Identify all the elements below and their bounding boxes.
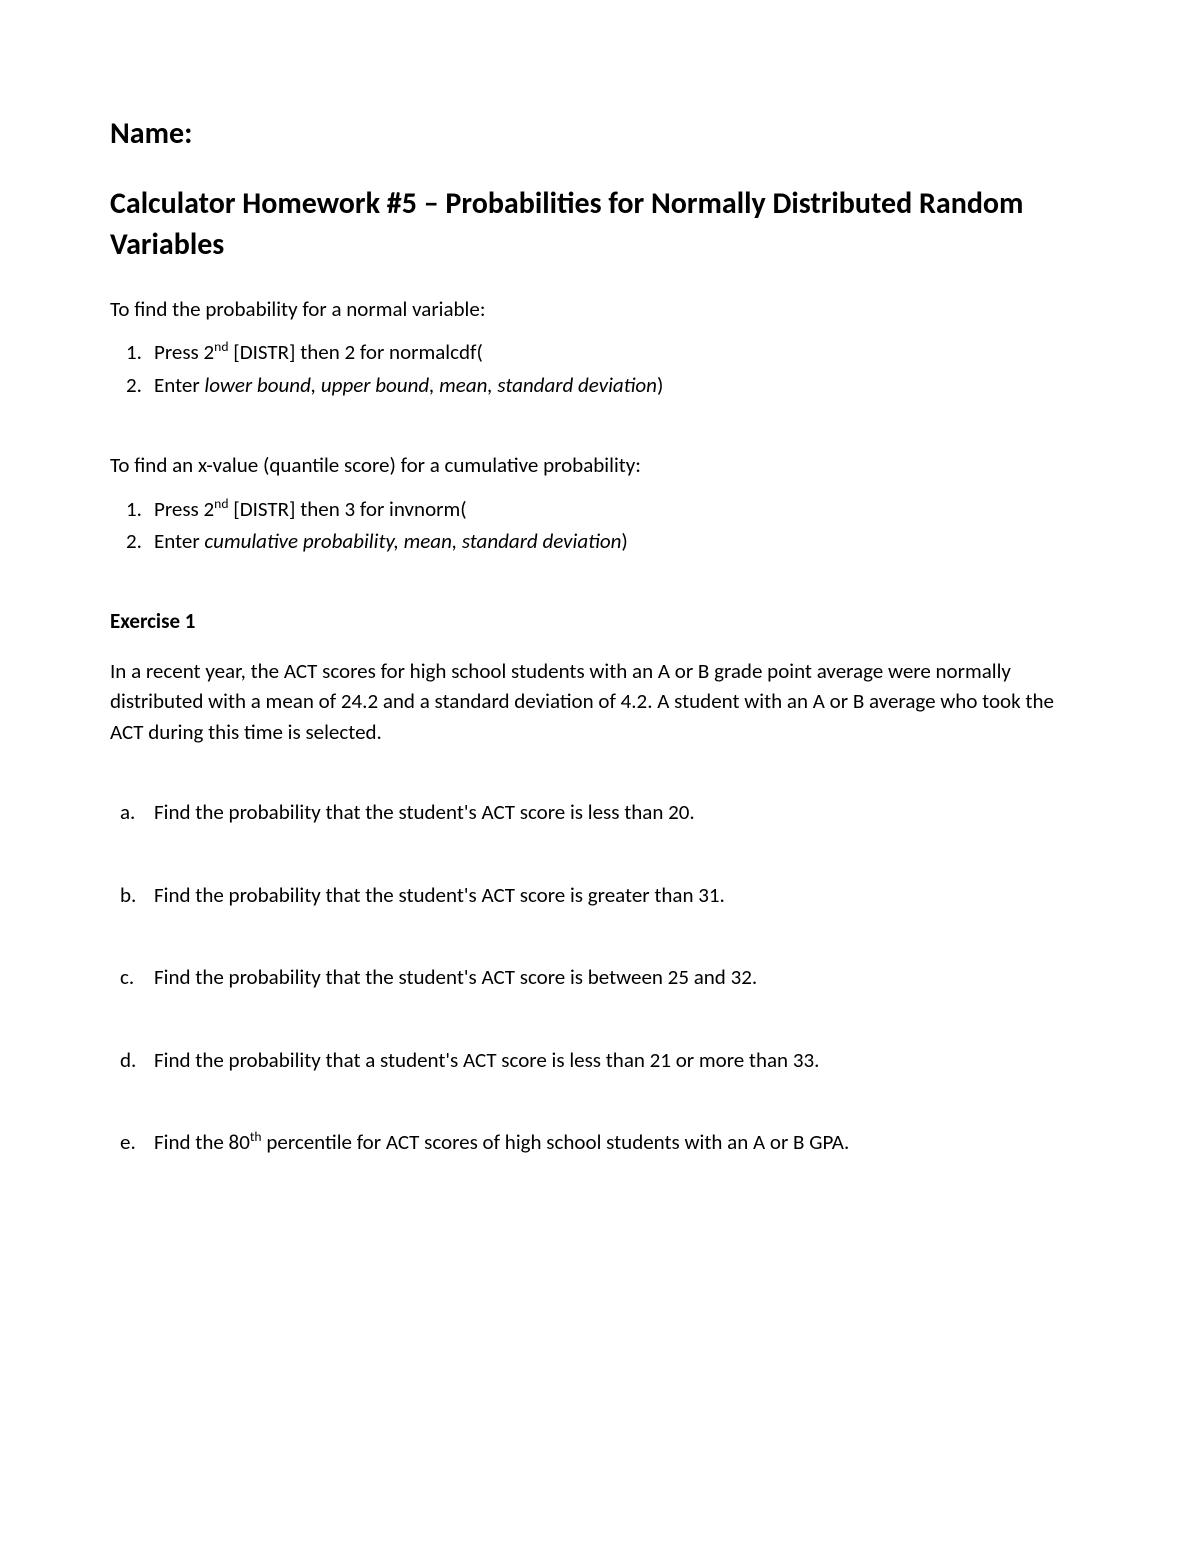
step-params: cumulative probability, mean, standard d… xyxy=(204,528,621,554)
list-number: 2. xyxy=(126,525,142,558)
step-text: [DISTR] then 2 for normalcdf( xyxy=(229,339,483,365)
step-text: ) xyxy=(621,528,627,554)
question-d: d. Find the probability that a student's… xyxy=(154,1045,1090,1075)
question-text: percentile for ACT scores of high school… xyxy=(262,1129,850,1155)
question-text: Find the probability that the student's … xyxy=(154,882,725,908)
name-label: Name: xyxy=(110,115,1090,152)
section1-intro: To find the probability for a normal var… xyxy=(110,295,1090,324)
list-letter: a. xyxy=(120,797,135,827)
page-title: Calculator Homework #5 – Probabilities f… xyxy=(110,184,1090,265)
step-text: [DISTR] then 3 for invnorm( xyxy=(229,496,467,522)
list-number: 1. xyxy=(126,493,142,526)
list-item: 1. Press 2nd [DISTR] then 3 for invnorm( xyxy=(154,493,1090,526)
exercise-heading: Exercise 1 xyxy=(110,608,1090,634)
list-letter: c. xyxy=(120,962,134,992)
section2-intro: To find an x-value (quantile score) for … xyxy=(110,451,1090,480)
question-text: Find the probability that the student's … xyxy=(154,799,695,825)
list-item: 2. Enter cumulative probability, mean, s… xyxy=(154,525,1090,558)
question-a: a. Find the probability that the student… xyxy=(154,797,1090,827)
section2-steps: 1. Press 2nd [DISTR] then 3 for invnorm(… xyxy=(110,493,1090,558)
superscript: th xyxy=(250,1128,262,1145)
step-text: Press 2 xyxy=(154,496,214,522)
list-number: 1. xyxy=(126,336,142,369)
superscript: nd xyxy=(214,495,228,512)
list-item: 2. Enter lower bound, upper bound, mean,… xyxy=(154,369,1090,402)
list-letter: d. xyxy=(120,1045,136,1075)
list-letter: b. xyxy=(120,880,136,910)
exercise-questions: a. Find the probability that the student… xyxy=(110,797,1090,1157)
question-c: c. Find the probability that the student… xyxy=(154,962,1090,992)
list-letter: e. xyxy=(120,1127,136,1157)
section1-steps: 1. Press 2nd [DISTR] then 2 for normalcd… xyxy=(110,336,1090,401)
exercise-intro: In a recent year, the ACT scores for hig… xyxy=(110,656,1090,747)
question-text: Find the 80 xyxy=(154,1129,250,1155)
list-item: 1. Press 2nd [DISTR] then 2 for normalcd… xyxy=(154,336,1090,369)
question-text: Find the probability that a student's AC… xyxy=(154,1047,819,1073)
step-text: Press 2 xyxy=(154,339,214,365)
step-text: Enter xyxy=(154,372,204,398)
step-text: ) xyxy=(657,372,663,398)
superscript: nd xyxy=(214,338,228,355)
question-text: Find the probability that the student's … xyxy=(154,964,757,990)
step-params: lower bound, upper bound, mean, standard… xyxy=(204,372,657,398)
question-b: b. Find the probability that the student… xyxy=(154,880,1090,910)
step-text: Enter xyxy=(154,528,204,554)
question-e: e. Find the 80th percentile for ACT scor… xyxy=(154,1127,1090,1157)
list-number: 2. xyxy=(126,369,142,402)
